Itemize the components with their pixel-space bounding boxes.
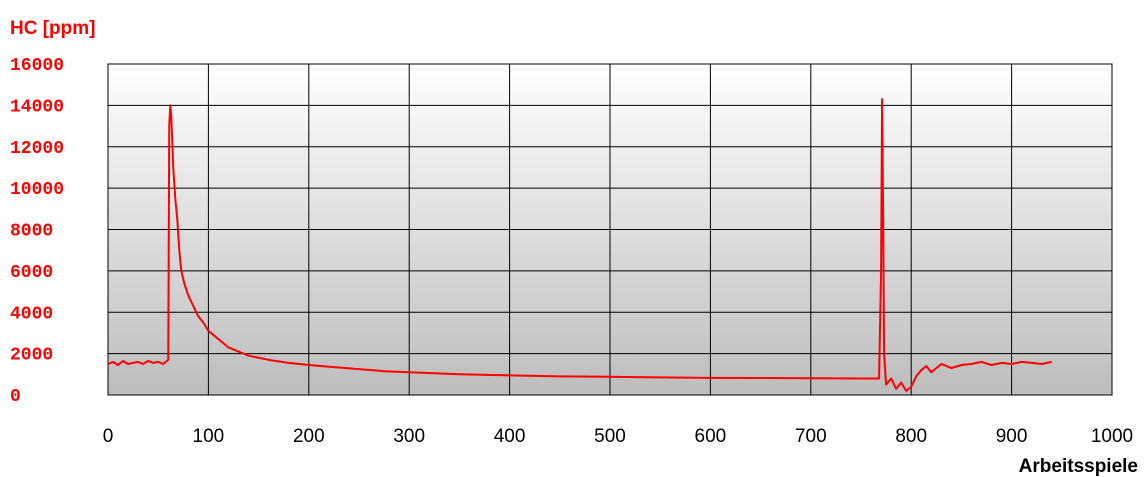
y-tick-label: 12000 (10, 139, 64, 159)
x-tick-label: 700 (795, 426, 827, 447)
x-axis-label: Arbeitsspiele (1019, 456, 1138, 477)
x-tick-label: 900 (996, 426, 1028, 447)
y-tick-label: 2000 (10, 346, 53, 366)
x-tick-label: 200 (293, 426, 325, 447)
x-tick-label: 0 (103, 426, 114, 447)
x-tick-label: 1000 (1091, 426, 1133, 447)
x-tick-label: 800 (895, 426, 927, 447)
y-tick-labels: 0 2000 4000 6000 8000 10000 12000 14000 16000 (10, 56, 64, 407)
y-tick-label: 4000 (10, 304, 53, 324)
series-group (107, 98, 1052, 392)
plot-border (107, 63, 1113, 396)
x-tick-label: 100 (193, 426, 225, 447)
y-tick-label: 16000 (10, 56, 64, 76)
x-tick-label: 600 (695, 426, 727, 447)
x-tick-label: 300 (393, 426, 425, 447)
x-tick-label: 500 (594, 426, 626, 447)
y-tick-label: 6000 (10, 263, 53, 283)
y-axis-label: HC [ppm] (10, 18, 95, 39)
y-tick-label: 8000 (10, 222, 53, 242)
y-tick-label: 14000 (10, 97, 64, 117)
y-tick-label: 0 (10, 387, 21, 407)
x-tick-labels: 0 100 200 300 400 500 600 700 800 900 1000 (103, 426, 1133, 447)
hc-series-line (107, 98, 1052, 392)
y-tick-label: 10000 (10, 180, 64, 200)
x-tick-label: 400 (494, 426, 526, 447)
